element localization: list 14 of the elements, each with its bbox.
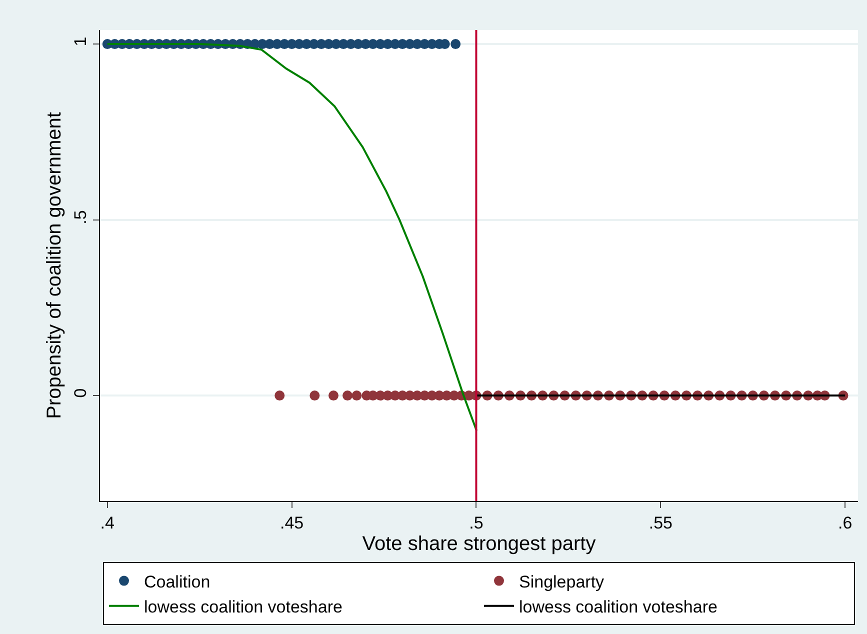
x-tick-label: .45	[280, 513, 304, 532]
legend-label: Singleparty	[519, 572, 605, 592]
x-tick-label: .4	[100, 513, 114, 532]
x-axis-title: Vote share strongest party	[362, 532, 596, 555]
legend-label: Coalition	[144, 572, 210, 592]
y-tick-label: 1	[71, 36, 90, 46]
y-axis-title: Propensity of coalition government	[44, 112, 66, 419]
y-tick-label: 0	[71, 388, 90, 398]
x-tick-label: .5	[469, 513, 484, 532]
x-tick-label: .6	[838, 513, 852, 532]
legend-label: lowess coalition voteshare	[144, 598, 342, 617]
x-tick-label: .55	[648, 513, 672, 532]
legend-label: lowess coalition voteshare	[519, 598, 718, 617]
y-tick-label: .5	[71, 210, 90, 224]
